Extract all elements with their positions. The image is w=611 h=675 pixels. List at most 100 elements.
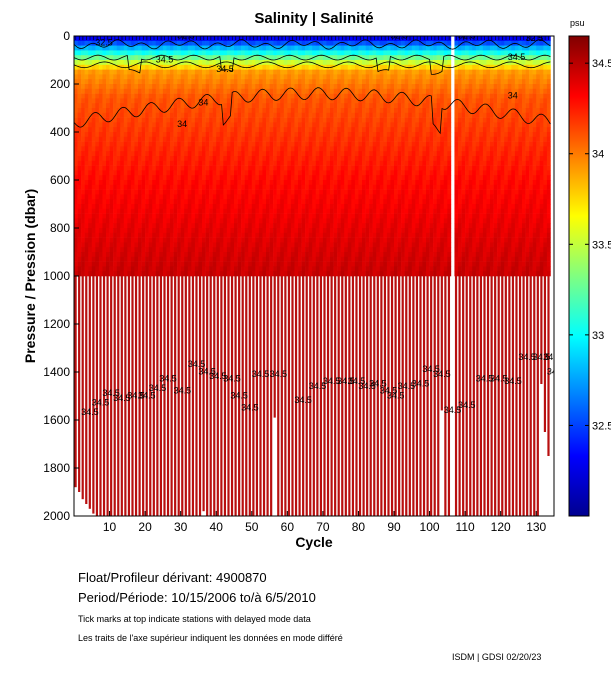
cycle-column xyxy=(77,36,82,277)
cycle-column xyxy=(84,36,89,277)
cycle-column xyxy=(141,36,146,277)
profile-bar xyxy=(344,276,347,516)
plot-area: 32.532.534.534.532.5 32.5 32.534.534343434… xyxy=(74,36,554,516)
contour-label: 34.5 xyxy=(198,366,216,376)
cycle-column xyxy=(379,36,384,277)
profile-bar xyxy=(198,276,202,516)
profile-bar xyxy=(511,276,515,516)
profile-bar xyxy=(444,276,447,516)
contour-label: 34.5 xyxy=(102,388,120,398)
cycle-column xyxy=(113,36,117,277)
profile-bar xyxy=(309,276,312,516)
profile-bar xyxy=(390,276,394,516)
profile-bar xyxy=(319,276,323,516)
period-label: Period/Période: xyxy=(78,590,168,605)
profile-bar xyxy=(334,276,337,516)
colorbar-tick-label: 34 xyxy=(592,149,604,161)
x-tick-label: 30 xyxy=(174,520,188,534)
delayed-mode-ticks xyxy=(75,36,549,40)
cycle-column xyxy=(170,36,174,277)
profile-bar xyxy=(213,276,216,516)
x-tick-label: 40 xyxy=(210,520,224,534)
cycle-column xyxy=(532,36,537,277)
cycle-column xyxy=(443,36,448,277)
cycle-column xyxy=(390,36,395,277)
profile-bar xyxy=(447,276,451,516)
profile-bar xyxy=(501,276,504,516)
period-row: Period/Période: 10/15/2006 to/à 6/5/2010 xyxy=(78,590,316,605)
profile-bar xyxy=(88,276,91,509)
profile-bar xyxy=(117,276,120,516)
profile-bar xyxy=(522,276,525,516)
cycle-column xyxy=(88,36,93,277)
cycle-column xyxy=(486,36,491,277)
profile-bar xyxy=(405,276,408,516)
float-row: Float/Profileur dérivant: 4900870 xyxy=(78,570,267,585)
contour-label: 34.5 xyxy=(270,369,288,379)
profile-bar xyxy=(277,276,280,516)
profile-bars xyxy=(74,276,550,516)
profile-bar xyxy=(234,276,237,516)
cycle-column xyxy=(365,36,370,277)
y-tick-label: 200 xyxy=(50,77,70,91)
profile-bar xyxy=(138,276,141,516)
cycle-column xyxy=(166,36,171,277)
profile-bar xyxy=(102,276,106,516)
profile-bar xyxy=(465,276,468,516)
profile-bar xyxy=(483,276,486,516)
profile-bar xyxy=(142,276,145,516)
contour-label: 34.5 xyxy=(358,381,376,391)
profile-bar xyxy=(529,276,532,516)
cycle-column xyxy=(301,36,306,277)
profile-bar xyxy=(497,276,500,516)
cycle-column xyxy=(102,36,107,277)
profile-bar xyxy=(302,276,305,516)
cycle-column xyxy=(276,36,281,277)
contour-label: 34.5 xyxy=(127,390,145,400)
profile-bar xyxy=(351,276,355,516)
contour-label: 34.5 xyxy=(380,386,398,396)
profile-bar xyxy=(462,276,465,516)
cycle-column xyxy=(397,36,402,277)
cycle-column xyxy=(109,36,114,277)
x-tick-label: 60 xyxy=(281,520,295,534)
profile-bar xyxy=(426,276,429,516)
profile-bar xyxy=(376,276,379,516)
cycle-column xyxy=(401,36,405,277)
contour-label: 34.5 xyxy=(412,378,430,388)
contour-label: 34.5 xyxy=(223,374,241,384)
note-french: Les traits de l'axe supérieur indiquent … xyxy=(78,633,343,643)
contour-label: 34.5 xyxy=(309,381,327,391)
profile-bar xyxy=(280,276,283,516)
profile-bar xyxy=(131,276,134,516)
cycle-column xyxy=(180,36,185,277)
x-tick-label: 120 xyxy=(491,520,511,534)
cycle-column xyxy=(344,36,349,277)
contour-label: 34.5 xyxy=(188,359,206,369)
profile-bar xyxy=(415,276,419,516)
cycle-column xyxy=(418,36,423,277)
profile-bar xyxy=(216,276,219,516)
profile-bar xyxy=(440,276,443,411)
contour-label: 34.5 xyxy=(458,400,476,410)
cycle-column xyxy=(358,36,363,277)
contour-label: 34.5 xyxy=(369,378,387,388)
cycle-column xyxy=(91,36,96,277)
contour-label: 32.5 xyxy=(95,38,113,48)
colorbar-tick-label: 33 xyxy=(592,330,604,342)
y-tick-label: 2000 xyxy=(43,509,70,523)
chart-title: Salinity | Salinité xyxy=(254,10,373,27)
contour-32-5 xyxy=(74,39,551,50)
profile-bar xyxy=(412,276,415,516)
cycle-column xyxy=(322,36,327,277)
profile-bar xyxy=(287,276,291,516)
contour-label: 34.5 xyxy=(476,374,494,384)
cycle-column xyxy=(440,36,445,277)
cycle-column xyxy=(514,36,519,277)
y-tick-label: 1000 xyxy=(43,269,70,283)
cycle-column xyxy=(255,36,260,277)
profile-bar xyxy=(398,276,401,516)
profile-bar xyxy=(362,276,365,516)
cycle-column xyxy=(294,36,299,277)
cycle-column xyxy=(468,36,473,277)
